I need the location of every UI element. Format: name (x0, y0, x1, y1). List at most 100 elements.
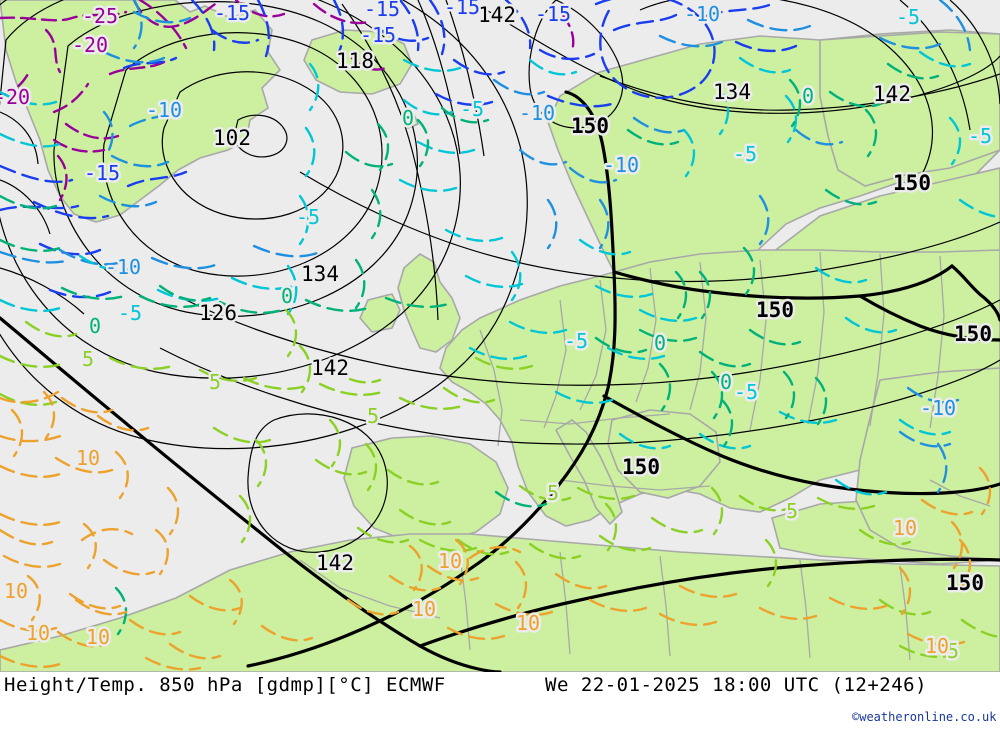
isotherm-label-neg5-22: -5 (896, 5, 920, 29)
isotherm-5-m (386, 468, 440, 486)
isotherm-neg15-o (704, 2, 774, 18)
height-contour-topright-2 (899, 0, 971, 131)
isotherm-cyan-layer (0, 50, 1000, 496)
land-layer (0, 0, 1000, 672)
isotherm-neg20-h (312, 2, 370, 25)
isotherm-label-neg10-10: -10 (105, 255, 141, 279)
isotherm-neg5-r (528, 58, 578, 76)
footer-title: Height/Temp. 850 hPa [gdmp][°C] ECMWF (4, 674, 446, 696)
height-contour-label-150-14-halo: 150 (946, 571, 984, 595)
footer-bar: Height/Temp. 850 hPa [gdmp][°C] ECMWF We… (0, 672, 1000, 733)
isotherm-neg10-i (132, 10, 192, 24)
height-contour-label-134-4-halo: 134 (713, 80, 751, 104)
isotherm-label-neg5-16: -5 (118, 301, 142, 325)
isotherm-label-0-27: 0 (720, 370, 732, 394)
height-contour-label-142-6-halo: 142 (478, 3, 516, 27)
isotherm-green0-layer (0, 62, 940, 636)
height-contour-150-south (602, 394, 1000, 496)
isotherm-neg10-p (598, 198, 610, 250)
isotherm-label-5-32-halo: 5 (547, 481, 559, 505)
isotherm-neg5-k (402, 58, 462, 72)
isotherm-0-ag (494, 490, 548, 508)
isotherm-10-al (514, 560, 528, 610)
isotherm-label-10-41-halo: 10 (516, 611, 540, 635)
isotherm-neg5-t (578, 238, 632, 256)
isotherm-neg10-n (546, 198, 558, 250)
isotherm-5-aj (456, 538, 510, 556)
isotherm-label-5-32: 5 (547, 481, 559, 505)
map-canvas[interactable]: 102 102 118 118 126 126 134 134 134 134 142 142 142 1… (0, 0, 1000, 672)
height-contour-labels: 1021021181181261261341341341341421421421… (197, 1, 995, 598)
isotherm-neg10-v (906, 386, 960, 404)
isotherm-label-5-29-halo: 5 (82, 347, 94, 371)
isotherm-label-neg10-13-halo: -10 (684, 2, 720, 26)
isotherm-label-10-43-halo: 10 (925, 634, 949, 658)
isotherm-label-neg15-8: -15 (360, 23, 396, 47)
isotherm-0-ae (824, 188, 878, 206)
isotherm-neg10-j (102, 110, 114, 158)
balkans (607, 409, 721, 499)
isotherm-5-e (398, 396, 464, 411)
isotherm-0-aa (658, 362, 672, 412)
isotherm-neg5-g (308, 62, 320, 112)
isotherm-label-0-28: 0 (802, 84, 814, 108)
isotherm-neg15-e (122, 56, 178, 70)
isotherm-10-l (2, 554, 62, 568)
isotherm-neg10-o (568, 166, 618, 184)
height-contour-sub-2 (445, 0, 485, 157)
isotherm-neg15-h (210, 28, 260, 44)
isotherm-0-f (304, 298, 370, 313)
border-adriatic (559, 479, 711, 491)
isotherm-neg10-c (110, 154, 170, 168)
isotherm-neg5-y (716, 86, 730, 136)
isotherm-10-t (128, 618, 182, 636)
isotherm-label-5-33: 5 (786, 499, 798, 523)
border-morocco (299, 559, 441, 619)
isotherm-neg5-x (682, 128, 696, 178)
isotherm-0-n (638, 328, 698, 342)
isotherm-10-ai (446, 626, 506, 640)
border-ukraine-east (749, 259, 767, 431)
isotherm-label-neg20-1-halo: -20 (72, 33, 108, 57)
isotherm-label-10-42-halo: 10 (893, 516, 917, 540)
isotherm-10-at (920, 498, 974, 516)
isotherm-neg10-k (132, 0, 143, 50)
isotherm-10-ax (978, 466, 992, 516)
isotherm-0-af (158, 284, 212, 302)
isotherm-0-v (698, 270, 712, 320)
isotherm-neg10-s (746, 18, 812, 32)
isotherm-neg5-am (834, 478, 888, 496)
isotherm-neg15-b (0, 204, 80, 212)
isotherm-10-ap (678, 584, 738, 598)
isotherm-neg15-c (32, 200, 110, 220)
isotherm-label-10-37: 10 (26, 621, 50, 645)
isotherm-neg10-t (878, 36, 942, 50)
isotherm-label-neg15-6: -15 (444, 0, 480, 19)
isotherm-neg20-d (52, 138, 106, 153)
isotherm-label-neg15-7: -15 (535, 2, 571, 26)
isotherm-label-10-42: 10 (893, 516, 917, 540)
isotherm-5-x (710, 486, 724, 536)
isotherm-neg10-h (252, 244, 322, 258)
isotherm-neg15-m (538, 48, 596, 61)
isotherm-label-neg5-17: -5 (460, 97, 484, 121)
isotherm-10-d (42, 390, 56, 440)
isotherm-10-aj (494, 602, 554, 616)
isotherm-10-q (102, 558, 156, 576)
isotherm-label-10-40: 10 (412, 597, 436, 621)
height-contour-label-134-4: 134 (713, 80, 751, 104)
ireland (359, 293, 401, 333)
isotherm-label-neg15-6-halo: -15 (444, 0, 480, 19)
isotherm-neg25-a (0, 10, 128, 22)
height-contour-sub-1 (417, 0, 461, 155)
isotherm-10-v (80, 528, 134, 542)
isotherm-0-ad (594, 336, 648, 354)
isotherm-neg15-k (428, 0, 446, 56)
isotherm-10-s (56, 630, 110, 648)
isotherm-neg5-f (230, 276, 296, 291)
isotherm-neg10-f (0, 250, 72, 264)
height-contour-label-150-14: 150 (946, 571, 984, 595)
isotherm-neg5-ab (814, 266, 868, 284)
isotherm-10-o (0, 654, 62, 668)
